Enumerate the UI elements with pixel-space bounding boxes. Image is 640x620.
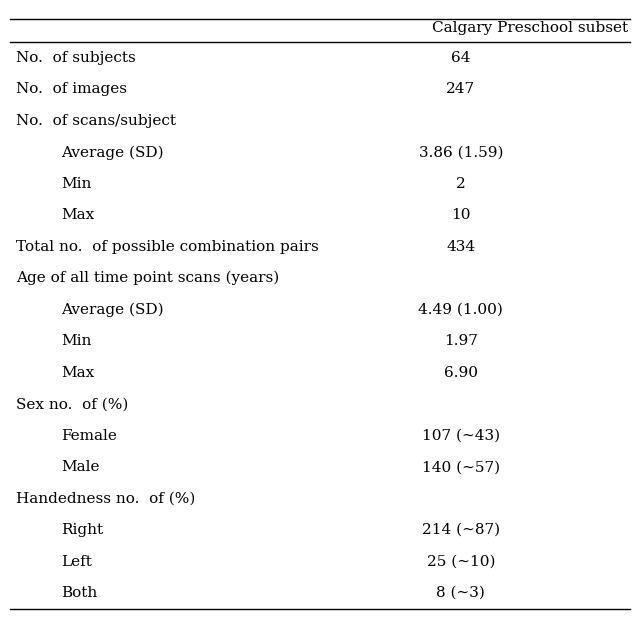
Text: 4.49 (1.00): 4.49 (1.00) (419, 303, 503, 317)
Text: Handedness no.  of (%): Handedness no. of (%) (16, 492, 195, 506)
Text: 64: 64 (451, 51, 470, 65)
Text: Calgary Preschool subset: Calgary Preschool subset (433, 21, 628, 35)
Text: Max: Max (61, 208, 94, 223)
Text: 3.86 (1.59): 3.86 (1.59) (419, 145, 503, 159)
Text: No.  of scans/subject: No. of scans/subject (16, 114, 176, 128)
Text: 8 (∼3): 8 (∼3) (436, 586, 485, 600)
Text: 2: 2 (456, 177, 466, 191)
Text: Both: Both (61, 586, 97, 600)
Text: 107 (∼43): 107 (∼43) (422, 428, 500, 443)
Text: 10: 10 (451, 208, 470, 223)
Text: Sex no.  of (%): Sex no. of (%) (16, 397, 129, 411)
Text: Min: Min (61, 177, 91, 191)
Text: 1.97: 1.97 (444, 334, 477, 348)
Text: Min: Min (61, 334, 91, 348)
Text: Age of all time point scans (years): Age of all time point scans (years) (16, 271, 279, 285)
Text: Total no.  of possible combination pairs: Total no. of possible combination pairs (16, 240, 319, 254)
Text: Max: Max (61, 366, 94, 379)
Text: Female: Female (61, 428, 116, 443)
Text: Right: Right (61, 523, 103, 537)
Text: Male: Male (61, 460, 99, 474)
Text: Average (SD): Average (SD) (61, 145, 163, 159)
Text: Average (SD): Average (SD) (61, 303, 163, 317)
Text: No.  of images: No. of images (16, 82, 127, 96)
Text: Left: Left (61, 555, 92, 569)
Text: 434: 434 (446, 240, 476, 254)
Text: 140 (∼57): 140 (∼57) (422, 460, 500, 474)
Text: 214 (∼87): 214 (∼87) (422, 523, 500, 537)
Text: 247: 247 (446, 82, 476, 96)
Text: 25 (∼10): 25 (∼10) (426, 555, 495, 569)
Text: No.  of subjects: No. of subjects (16, 51, 136, 65)
Text: 6.90: 6.90 (444, 366, 478, 379)
